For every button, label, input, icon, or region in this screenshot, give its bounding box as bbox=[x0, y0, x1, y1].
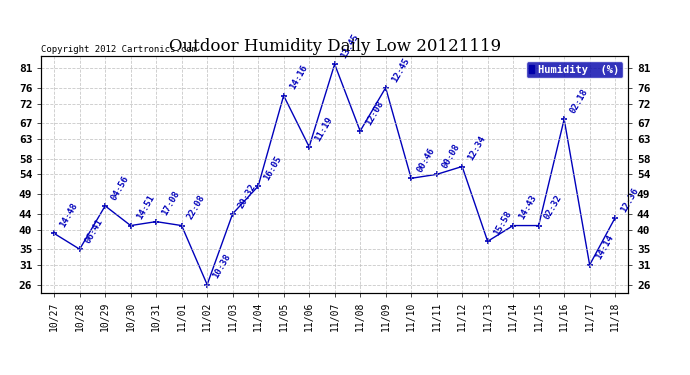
Text: 00:08: 00:08 bbox=[441, 142, 462, 170]
Text: 16:05: 16:05 bbox=[262, 154, 284, 182]
Text: 00:46: 00:46 bbox=[415, 146, 437, 174]
Text: 13:45: 13:45 bbox=[339, 32, 360, 60]
Text: 22:08: 22:08 bbox=[186, 194, 207, 221]
Text: 17:08: 17:08 bbox=[160, 190, 181, 217]
Text: 02:32: 02:32 bbox=[543, 194, 564, 221]
Text: 12:36: 12:36 bbox=[620, 186, 640, 213]
Text: 12:45: 12:45 bbox=[390, 56, 411, 84]
Text: 14:43: 14:43 bbox=[518, 194, 539, 221]
Text: 02:18: 02:18 bbox=[569, 87, 589, 115]
Text: Copyright 2012 Cartronics.com: Copyright 2012 Cartronics.com bbox=[41, 45, 197, 54]
Text: 12:34: 12:34 bbox=[466, 135, 488, 162]
Text: 11:19: 11:19 bbox=[313, 115, 335, 142]
Text: 12:08: 12:08 bbox=[364, 99, 386, 127]
Text: 14:16: 14:16 bbox=[288, 64, 309, 92]
Text: 14:51: 14:51 bbox=[135, 194, 156, 221]
Text: 06:41: 06:41 bbox=[83, 217, 105, 245]
Title: Outdoor Humidity Daily Low 20121119: Outdoor Humidity Daily Low 20121119 bbox=[168, 38, 501, 55]
Text: 14:14: 14:14 bbox=[594, 233, 615, 261]
Text: 14:48: 14:48 bbox=[59, 201, 79, 229]
Text: 20:32: 20:32 bbox=[237, 182, 258, 210]
Legend: Humidity  (%): Humidity (%) bbox=[526, 62, 622, 78]
Text: 10:38: 10:38 bbox=[211, 253, 233, 280]
Text: 15:58: 15:58 bbox=[492, 209, 513, 237]
Text: 04:56: 04:56 bbox=[109, 174, 130, 202]
